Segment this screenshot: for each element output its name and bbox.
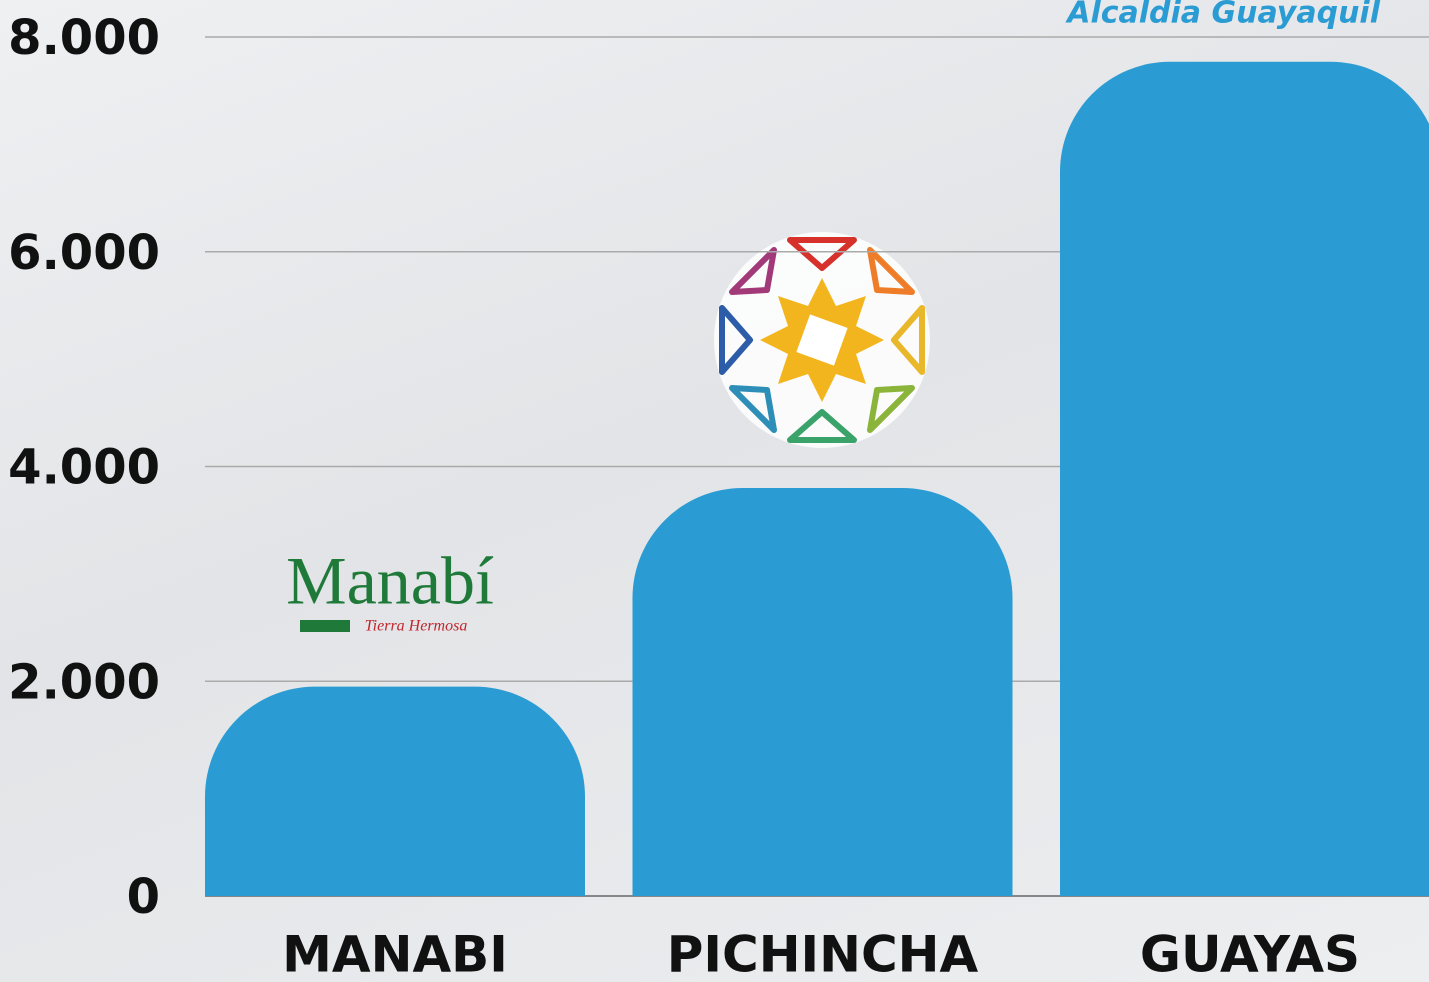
logo-text: Alcaldia Guayaquil <box>1065 0 1380 31</box>
y-tick-label: 0 <box>127 869 160 925</box>
bar <box>632 487 1013 896</box>
y-tick-label: 2.000 <box>8 654 160 710</box>
x-tick-label: MANABI <box>282 926 508 982</box>
x-tick-label: GUAYAS <box>1140 926 1360 982</box>
flag <box>300 620 350 632</box>
x-tick-label: PICHINCHA <box>667 926 979 982</box>
bar <box>1060 61 1429 896</box>
pichincha-logo <box>714 232 930 448</box>
y-tick-label: 4.000 <box>8 440 160 496</box>
logo-subtext: Tierra Hermosa <box>365 618 468 635</box>
y-tick-label: 6.000 <box>8 225 160 281</box>
bar <box>205 686 585 896</box>
logo-text: Manabí <box>286 543 494 619</box>
y-tick-label: 8.000 <box>8 10 160 66</box>
